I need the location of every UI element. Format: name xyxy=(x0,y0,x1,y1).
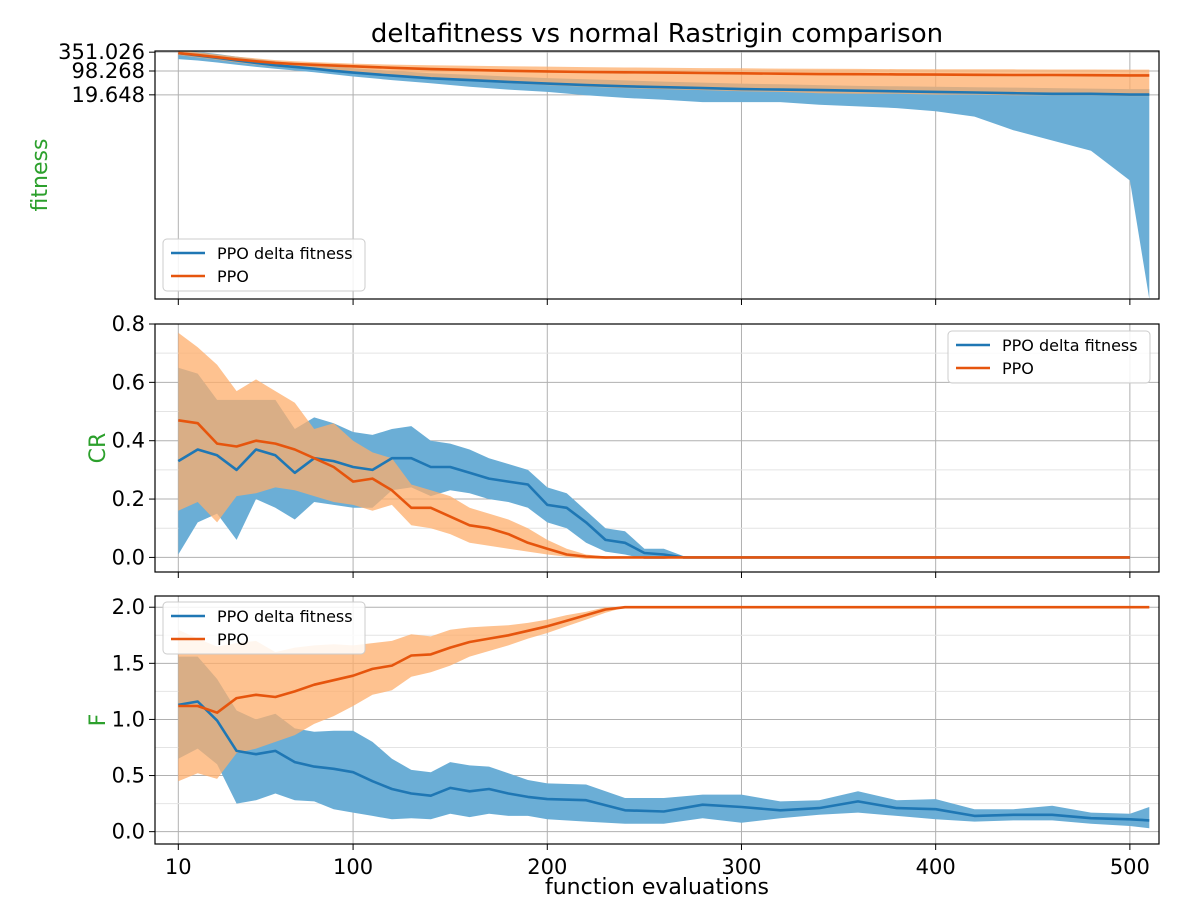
series-line-1 xyxy=(178,419,1130,559)
x-tick-label: 500 xyxy=(1110,855,1150,879)
legend-label: PPO delta fitness xyxy=(217,244,353,263)
y-tick-label: 0.5 xyxy=(112,764,145,788)
plot-area xyxy=(178,605,1150,829)
x-tick-label: 100 xyxy=(333,855,373,879)
legend-label: PPO xyxy=(217,267,249,286)
x-tick-label: 400 xyxy=(916,855,956,879)
y-tick-label: 0.0 xyxy=(112,545,145,569)
axes-frame xyxy=(154,50,1160,300)
y-tick-label: 19.648 xyxy=(72,83,145,107)
confidence-band-0 xyxy=(178,656,1150,829)
y-tick-label: 1.5 xyxy=(112,651,145,675)
x-tick-label: 200 xyxy=(527,855,567,879)
y-tick-label: 0.6 xyxy=(112,370,145,394)
legend-label: PPO delta fitness xyxy=(217,607,353,626)
legend: PPO delta fitness PPO xyxy=(162,601,366,655)
series-line-1 xyxy=(178,51,1150,77)
y-tick-label: 0.8 xyxy=(112,312,145,336)
legend-box xyxy=(162,238,366,292)
y-tick-label: 0.4 xyxy=(112,429,145,453)
legend-label: PPO delta fitness xyxy=(1002,336,1138,355)
confidence-band-1 xyxy=(178,607,1150,782)
y-tick-label: 1.0 xyxy=(112,707,145,731)
axes-frame xyxy=(154,595,1160,845)
y-tick-label: 98.268 xyxy=(72,59,145,83)
y-axis-label: F xyxy=(86,714,111,727)
confidence-band-1 xyxy=(178,332,1130,559)
legend-box xyxy=(947,330,1151,384)
y-tick-label: 351.026 xyxy=(58,40,145,64)
x-tick-label: 10 xyxy=(165,855,192,879)
legend-label: PPO xyxy=(217,630,249,649)
x-tick-label: 300 xyxy=(721,855,761,879)
x-axis-label: function evaluations xyxy=(545,875,769,900)
legend-label: PPO xyxy=(1002,359,1034,378)
y-axis-label: fitness xyxy=(28,139,53,212)
legend-box xyxy=(162,601,366,655)
figure-title: deltafitness vs normal Rastrigin compari… xyxy=(371,19,943,49)
axes-frame xyxy=(154,323,1160,573)
series-line-1 xyxy=(178,605,1150,715)
y-axis-label: CR xyxy=(86,433,111,464)
legend: PPO delta fitness PPO xyxy=(162,238,366,292)
y-tick-label: 2.0 xyxy=(112,595,145,619)
plot-area xyxy=(178,51,1150,299)
ticks: 0.0 0.2 0.4 0.6 0.8 xyxy=(112,312,1131,578)
panel-2: 0.0 0.2 0.4 0.6 0.8 CR PPO delta fitness PPO xyxy=(86,312,1160,578)
series-line-0 xyxy=(178,700,1150,822)
plot-area xyxy=(177,332,1130,559)
series-line-0 xyxy=(178,51,1150,96)
panel-3: 10 100 200 300 400 500 0.0 0.5 1.0 1.5 2.0 F PPO del… xyxy=(86,595,1160,879)
y-tick-label: 0.0 xyxy=(112,820,145,844)
ticks: 10 100 200 300 400 500 0.0 0.5 1.0 1.5 2.0 xyxy=(112,595,1150,879)
y-tick-label: 0.2 xyxy=(112,487,145,511)
legend: PPO delta fitness PPO xyxy=(947,330,1151,384)
